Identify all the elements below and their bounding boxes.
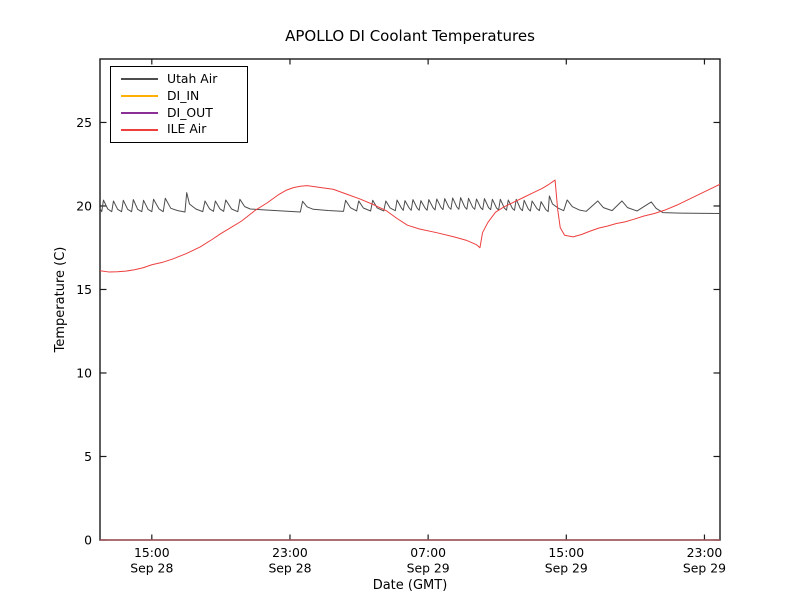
x-tick-label-date: Sep 29 bbox=[407, 561, 450, 576]
x-tick-label-date: Sep 29 bbox=[545, 561, 588, 576]
x-tick-label-time: 15:00 bbox=[548, 545, 584, 560]
x-tick-label-date: Sep 29 bbox=[683, 561, 726, 576]
x-tick-label-time: 23:00 bbox=[687, 545, 723, 560]
y-tick-label: 20 bbox=[76, 198, 92, 213]
x-tick-label-date: Sep 28 bbox=[130, 561, 173, 576]
legend-label: DI_OUT bbox=[167, 104, 213, 120]
x-tick-label-date: Sep 28 bbox=[268, 561, 311, 576]
series-utah-air bbox=[99, 192, 721, 214]
legend-line-swatch bbox=[121, 78, 158, 81]
x-tick-label-time: 15:00 bbox=[134, 545, 170, 560]
legend-line-swatch bbox=[121, 95, 158, 98]
legend-line-swatch bbox=[121, 111, 158, 114]
x-tick-label-time: 07:00 bbox=[410, 545, 446, 560]
legend-item-di-in: DI_IN bbox=[121, 88, 241, 105]
y-tick-label: 5 bbox=[84, 449, 92, 464]
y-tick-label: 25 bbox=[76, 115, 92, 130]
y-tick-label: 15 bbox=[76, 282, 92, 297]
legend-item-ile-air: ILE Air bbox=[121, 121, 241, 138]
x-axis-label: Date (GMT) bbox=[373, 578, 448, 593]
legend-item-di-out: DI_OUT bbox=[121, 105, 241, 122]
legend-label: Utah Air bbox=[167, 71, 218, 87]
series-ile-air bbox=[99, 179, 721, 273]
legend-line-swatch bbox=[121, 128, 158, 131]
legend-label: ILE Air bbox=[167, 121, 207, 137]
chart-title: APOLLO DI Coolant Temperatures bbox=[285, 27, 535, 45]
x-tick-label-time: 23:00 bbox=[272, 545, 308, 560]
y-tick-label: 10 bbox=[76, 365, 92, 380]
legend: Utah Air DI_IN DI_OUT ILE Air bbox=[110, 66, 248, 143]
legend-label: DI_IN bbox=[167, 87, 200, 103]
legend-item-utah-air: Utah Air bbox=[121, 71, 241, 88]
y-axis-label: Temperature (C) bbox=[53, 247, 68, 354]
y-tick-label: 0 bbox=[84, 532, 92, 547]
